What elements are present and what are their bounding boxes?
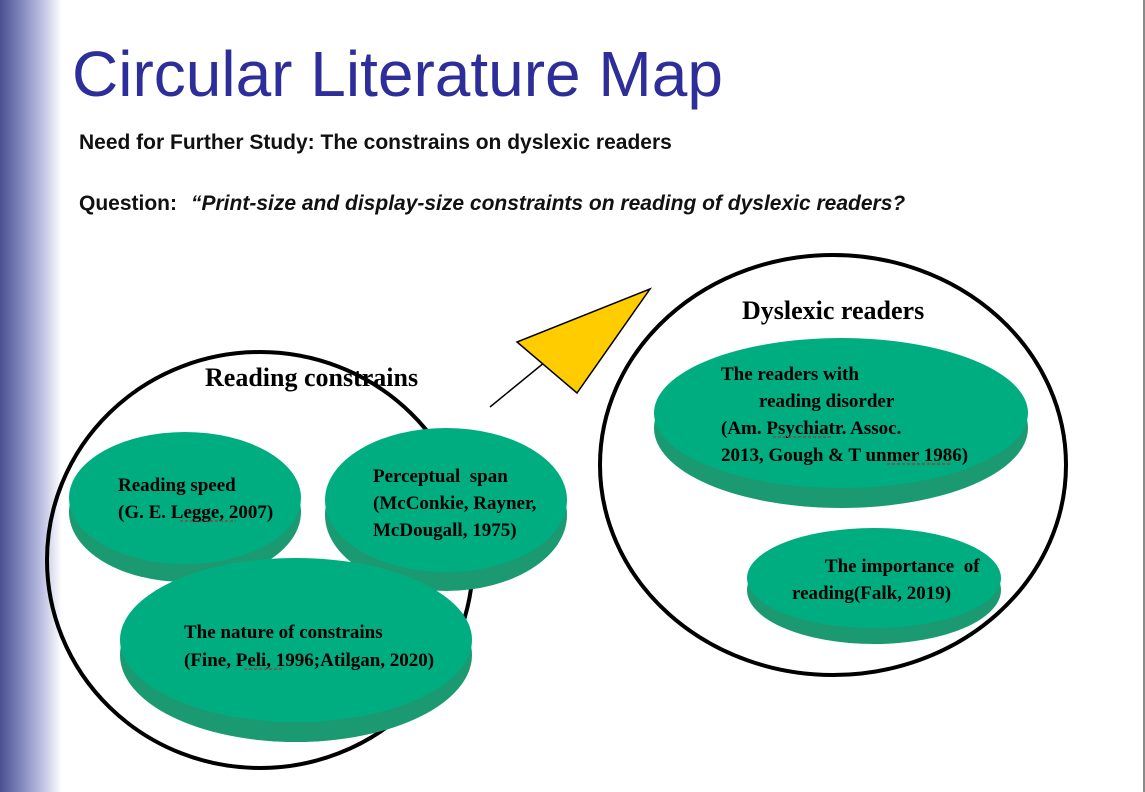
bubble-text-line: Perceptual span	[373, 466, 508, 487]
bubble-text-line: (Fine, Peli, 1996;Atilgan, 2020)	[184, 650, 434, 671]
bubble-text-line: The nature of constrains	[184, 622, 383, 643]
cluster-label-reading-constrains: Reading constrains	[205, 363, 418, 392]
svg-text:2013, Gough & T unmer 1986): 2013, Gough & T unmer 1986)	[721, 445, 968, 466]
svg-text:(Fine, Peli, 1996;Atilgan, 202: (Fine, Peli, 1996;Atilgan, 2020)	[184, 650, 434, 671]
bubble-text-line: (G. E. Legge, 2007)	[118, 502, 273, 523]
svg-text:reading(Falk, 2019): reading(Falk, 2019)	[792, 583, 951, 604]
slide-title: Circular Literature Map	[72, 38, 723, 110]
svg-text:(G. E. Legge, 2007): (G. E. Legge, 2007)	[118, 502, 273, 523]
svg-text:reading disorder: reading disorder	[721, 391, 918, 412]
svg-text:The importance of: The importance of	[792, 556, 1003, 577]
svg-text:(Am. Psychiatr. Assoc.: (Am. Psychiatr. Assoc.	[721, 418, 901, 439]
svg-text:The nature of constrains: The nature of constrains	[184, 622, 383, 643]
bubble-text-line: The readers with	[721, 364, 859, 385]
bubble-text-line: Reading speed	[118, 475, 236, 496]
bubble-text-line: (McConkie, Rayner,	[373, 493, 537, 514]
slide-side-band	[0, 0, 62, 792]
bubble-reading-speed: Reading speed (G. E. Legge, 2007)	[69, 432, 301, 582]
slide-right-border	[1143, 0, 1145, 792]
bubble-readers-with-disorder: The readers with reading disorder (Am. P…	[654, 338, 1028, 508]
bubble-nature-of-constrains: The nature of constrains (Fine, Peli, 19…	[120, 558, 472, 742]
bubble-text-line: reading disorder	[754, 391, 895, 412]
svg-text:Reading speed: Reading speed	[118, 475, 236, 496]
bubble-text-line: reading(Falk, 2019)	[792, 583, 951, 604]
arrow-head-icon	[515, 287, 653, 395]
svg-text:Perceptual span: Perceptual span	[373, 466, 508, 487]
question-statement: Question: “Print-size and display-size co…	[79, 192, 905, 216]
question-label: Question:	[79, 192, 177, 215]
arrow-connector	[489, 287, 653, 408]
bubble-text-line: McDougall, 1975)	[373, 520, 517, 541]
dyslexic-readers-circle	[598, 253, 1068, 677]
svg-text:(McConkie, Rayner,: (McConkie, Rayner,	[373, 493, 537, 514]
svg-text:The readers with: The readers with	[721, 364, 859, 385]
question-text: “Print-size and display-size constraints…	[191, 192, 906, 215]
bubble-importance-of-reading: The importance of reading(Falk, 2019)	[747, 528, 1003, 644]
cluster-label-dyslexic-readers: Dyslexic readers	[742, 296, 924, 325]
need-statement: Need for Further Study: The constrains o…	[79, 131, 672, 154]
bubble-text-line: The importance of	[825, 556, 980, 577]
bubble-text-line: 2013, Gough & T unmer 1986)	[721, 445, 968, 466]
bubble-text-line: (Am. Psychiatr. Assoc.	[721, 418, 901, 439]
svg-text:McDougall, 1975): McDougall, 1975)	[373, 520, 517, 541]
bubble-perceptual-span: Perceptual span (McConkie, Rayner, McDou…	[325, 428, 567, 591]
